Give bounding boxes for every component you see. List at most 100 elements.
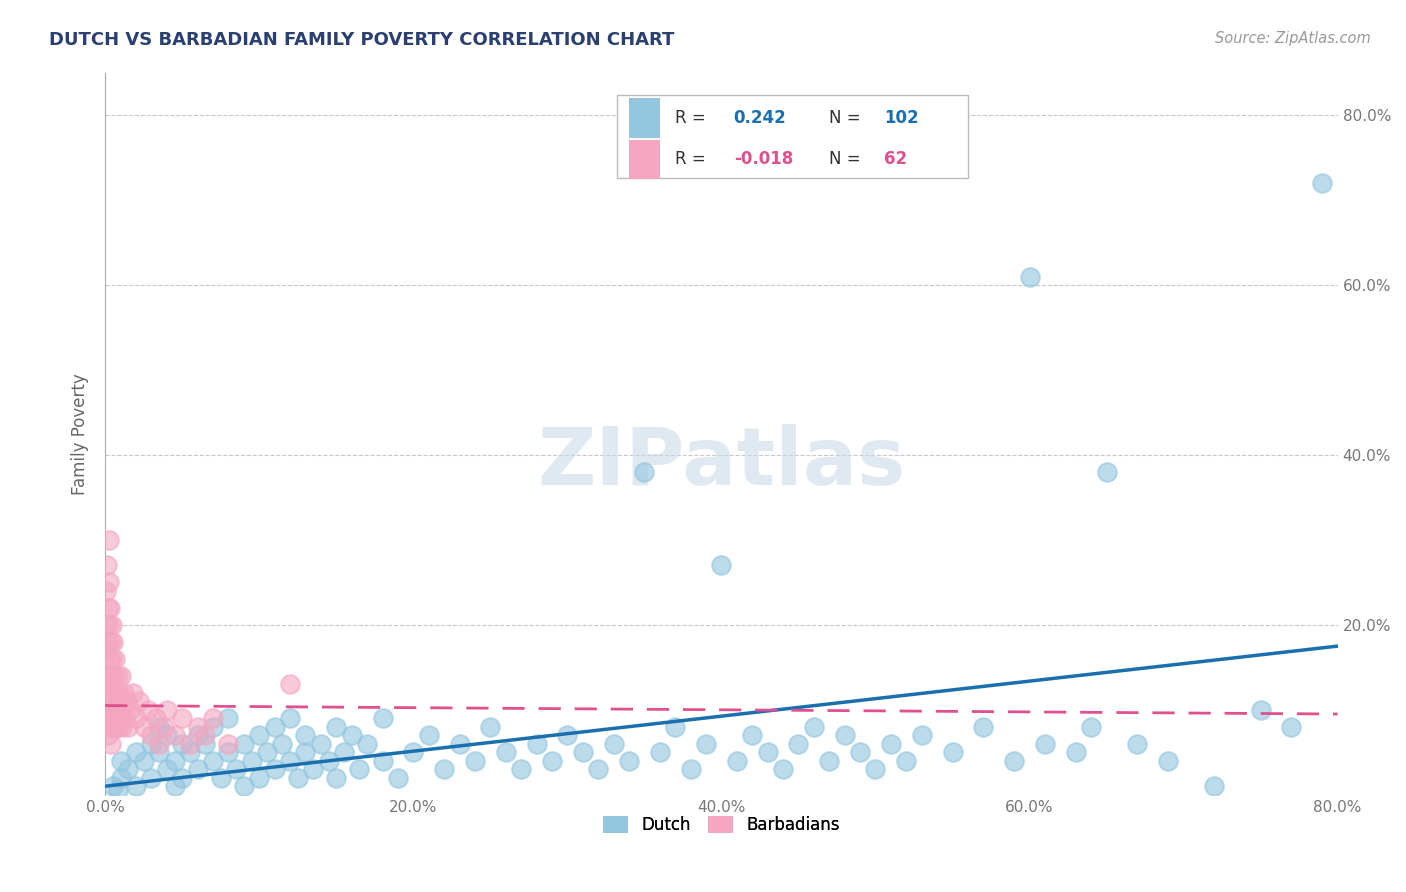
Point xyxy=(287,771,309,785)
Point xyxy=(172,711,194,725)
Point xyxy=(112,686,135,700)
Point xyxy=(187,762,209,776)
Point xyxy=(225,762,247,776)
Point xyxy=(725,754,748,768)
Point xyxy=(278,677,301,691)
Point xyxy=(97,703,120,717)
Point xyxy=(179,745,201,759)
Point xyxy=(172,771,194,785)
Point xyxy=(240,754,263,768)
Point xyxy=(156,762,179,776)
Point xyxy=(141,728,163,742)
Point xyxy=(141,737,163,751)
Point xyxy=(1033,737,1056,751)
Point xyxy=(100,618,122,632)
Point xyxy=(633,465,655,479)
Point xyxy=(1064,745,1087,759)
Point xyxy=(302,762,325,776)
Point xyxy=(356,737,378,751)
Point xyxy=(333,745,356,759)
Point xyxy=(1310,177,1333,191)
Point xyxy=(97,669,120,683)
Point xyxy=(118,703,141,717)
Point xyxy=(217,711,239,725)
Point xyxy=(278,711,301,725)
Point xyxy=(108,686,131,700)
Point xyxy=(148,745,170,759)
Text: R =: R = xyxy=(675,151,706,169)
Point xyxy=(541,754,564,768)
Point xyxy=(510,762,533,776)
Point xyxy=(787,737,810,751)
Point xyxy=(896,754,918,768)
Text: 62: 62 xyxy=(884,151,907,169)
Point xyxy=(103,703,125,717)
Point xyxy=(202,711,225,725)
Point xyxy=(101,779,124,793)
Point xyxy=(125,711,148,725)
Point xyxy=(98,601,121,615)
Text: 0.242: 0.242 xyxy=(734,109,786,127)
Point xyxy=(271,737,294,751)
Point xyxy=(911,728,934,742)
Point xyxy=(865,762,887,776)
Point xyxy=(101,686,124,700)
Point xyxy=(318,754,340,768)
Point xyxy=(433,762,456,776)
Point xyxy=(98,618,121,632)
Point xyxy=(1080,720,1102,734)
Point xyxy=(557,728,579,742)
Point xyxy=(148,737,170,751)
Point xyxy=(1250,703,1272,717)
Point xyxy=(880,737,903,751)
Point xyxy=(1002,754,1025,768)
Point xyxy=(108,720,131,734)
Point xyxy=(148,720,170,734)
Point xyxy=(756,745,779,759)
Point xyxy=(105,686,128,700)
Point xyxy=(117,720,139,734)
Point xyxy=(1157,754,1180,768)
Point xyxy=(941,745,963,759)
Point xyxy=(247,771,270,785)
Point xyxy=(464,754,486,768)
Text: ZIPatlas: ZIPatlas xyxy=(537,424,905,501)
Point xyxy=(710,558,733,573)
Point xyxy=(325,720,347,734)
Point xyxy=(156,728,179,742)
Point xyxy=(110,754,132,768)
Point xyxy=(1095,465,1118,479)
Point xyxy=(96,643,118,657)
Text: R =: R = xyxy=(675,109,706,127)
Point xyxy=(803,720,825,734)
Point xyxy=(97,533,120,547)
Point xyxy=(217,745,239,759)
Point xyxy=(695,737,717,751)
Point xyxy=(145,711,167,725)
Point xyxy=(152,720,174,734)
Point xyxy=(98,652,121,666)
Point xyxy=(163,754,186,768)
Point xyxy=(110,703,132,717)
Point xyxy=(117,762,139,776)
Point xyxy=(495,745,517,759)
FancyBboxPatch shape xyxy=(628,139,659,179)
Point xyxy=(232,779,254,793)
Point xyxy=(110,669,132,683)
Text: DUTCH VS BARBADIAN FAMILY POVERTY CORRELATION CHART: DUTCH VS BARBADIAN FAMILY POVERTY CORREL… xyxy=(49,31,675,49)
Point xyxy=(187,728,209,742)
Point xyxy=(309,737,332,751)
Point xyxy=(115,694,138,708)
Point xyxy=(103,635,125,649)
Text: N =: N = xyxy=(828,109,860,127)
Point xyxy=(128,694,150,708)
Point xyxy=(98,575,121,590)
Point xyxy=(107,669,129,683)
Y-axis label: Family Poverty: Family Poverty xyxy=(72,373,89,495)
Point xyxy=(107,783,129,797)
Point xyxy=(96,677,118,691)
Point xyxy=(111,720,134,734)
Text: -0.018: -0.018 xyxy=(734,151,793,169)
Point xyxy=(479,720,502,734)
Point xyxy=(96,635,118,649)
